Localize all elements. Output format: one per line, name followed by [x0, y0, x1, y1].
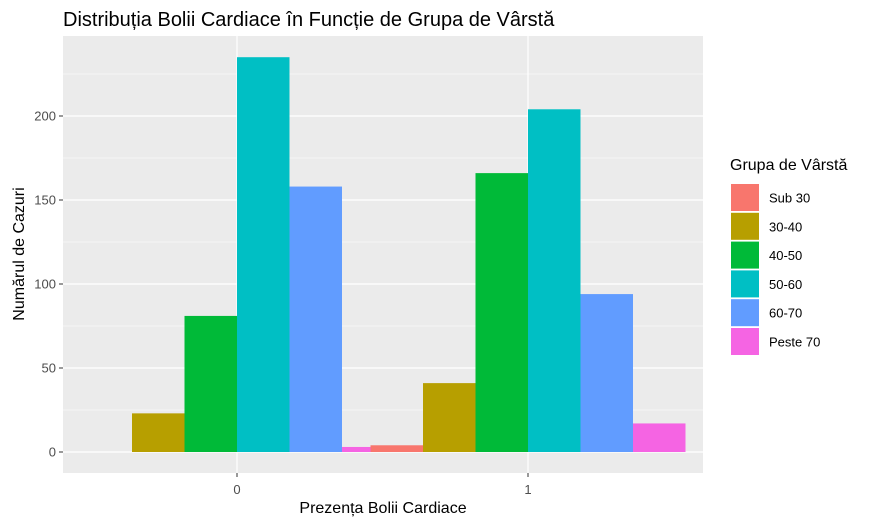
y-tick-label: 100 [34, 277, 56, 292]
legend: Grupa de Vârstă Sub 30 30-40 40-50 50-60 60-… [730, 157, 848, 355]
y-tick-label: 50 [42, 361, 56, 376]
legend-swatch-peste-70 [731, 328, 759, 355]
y-tick-label: 0 [49, 445, 56, 460]
x-tick-label: 1 [524, 482, 531, 497]
legend-swatch-40-50 [731, 241, 759, 269]
legend-title: Grupa de Vârstă [730, 157, 848, 174]
bar-50-60-1 [528, 109, 581, 452]
legend-label-40-50: 40-50 [769, 248, 802, 263]
bar-30-40-1 [423, 383, 476, 452]
y-tick-label: 200 [34, 109, 56, 124]
legend-swatch-60-70 [731, 299, 759, 327]
x-axis-title: Prezența Bolii Cardiace [299, 500, 466, 517]
bar-40-50-0 [184, 315, 237, 452]
legend-swatch-30-40 [731, 212, 759, 240]
x-tick-label: 0 [233, 482, 240, 497]
y-tick-label: 150 [34, 193, 56, 208]
legend-label-peste-70: Peste 70 [769, 335, 820, 350]
chart-title: Distribuția Bolii Cardiace în Funcție de… [63, 9, 555, 31]
bar-60-70-0 [289, 186, 342, 452]
bars [132, 57, 686, 452]
legend-swatch-sub-30 [731, 184, 759, 211]
legend-label-30-40: 30-40 [769, 219, 802, 234]
legend-swatch-50-60 [731, 270, 759, 298]
bar-30-40-0 [132, 413, 185, 452]
bar-peste-70-0 [342, 446, 395, 452]
legend-label-50-60: 50-60 [769, 277, 802, 292]
bar-peste-70-1 [633, 423, 686, 452]
bar-60-70-1 [580, 294, 633, 452]
legend-label-sub-30: Sub 30 [769, 191, 810, 206]
axes: 0 50 100 150 200 0 1 [34, 109, 531, 498]
bar-40-50-1 [475, 173, 528, 452]
bar-sub-30-1 [370, 445, 423, 452]
legend-label-60-70: 60-70 [769, 306, 802, 321]
y-axis-title: Numărul de Cazuri [11, 187, 28, 320]
bar-50-60-0 [237, 57, 290, 452]
